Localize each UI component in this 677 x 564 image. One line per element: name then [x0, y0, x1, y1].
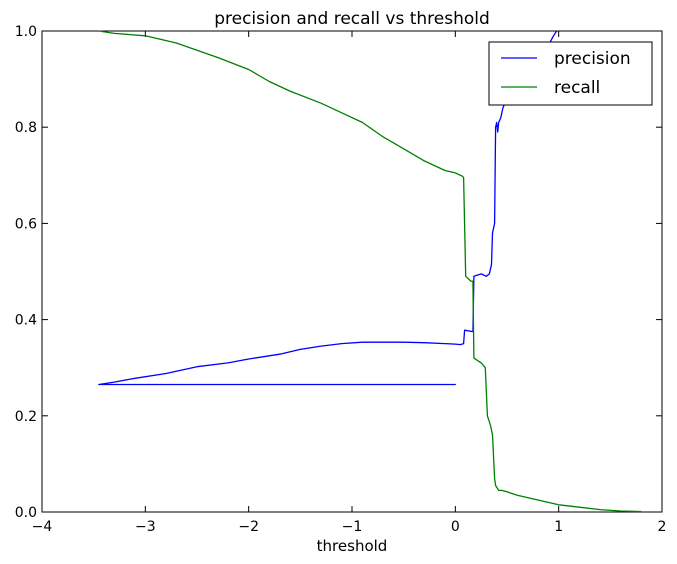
- chart-title: precision and recall vs threshold: [214, 9, 490, 29]
- axis-ticks: −4 −3 −2 −1 0 1 2 0.0 0.2 0.4 0.6 0.8 1.0: [15, 24, 667, 535]
- y-tick-label: 0.4: [15, 313, 37, 329]
- y-tick-label: 0.6: [15, 216, 37, 232]
- y-tick-label: 0.8: [15, 120, 37, 136]
- x-tick-label: −4: [32, 519, 53, 535]
- legend: precision recall: [488, 41, 653, 106]
- plot-area: −4 −3 −2 −1 0 1 2 0.0 0.2 0.4 0.6 0.8 1.0: [15, 24, 667, 535]
- x-tick-label: −2: [238, 519, 259, 535]
- x-tick-label: −1: [342, 519, 363, 535]
- x-tick-label: 1: [554, 519, 563, 535]
- y-tick-label: 0.0: [15, 505, 37, 521]
- recall-line: [98, 30, 642, 513]
- legend-label-recall: recall: [554, 78, 600, 98]
- x-tick-label: −3: [135, 519, 156, 535]
- x-tick-label: 0: [451, 519, 460, 535]
- y-tick-label: 0.2: [15, 409, 37, 425]
- x-axis-label: threshold: [317, 537, 388, 555]
- y-tick-label: 1.0: [15, 24, 37, 40]
- legend-label-precision: precision: [554, 49, 631, 69]
- x-tick-label: 2: [658, 519, 667, 535]
- legend-box: [488, 41, 653, 106]
